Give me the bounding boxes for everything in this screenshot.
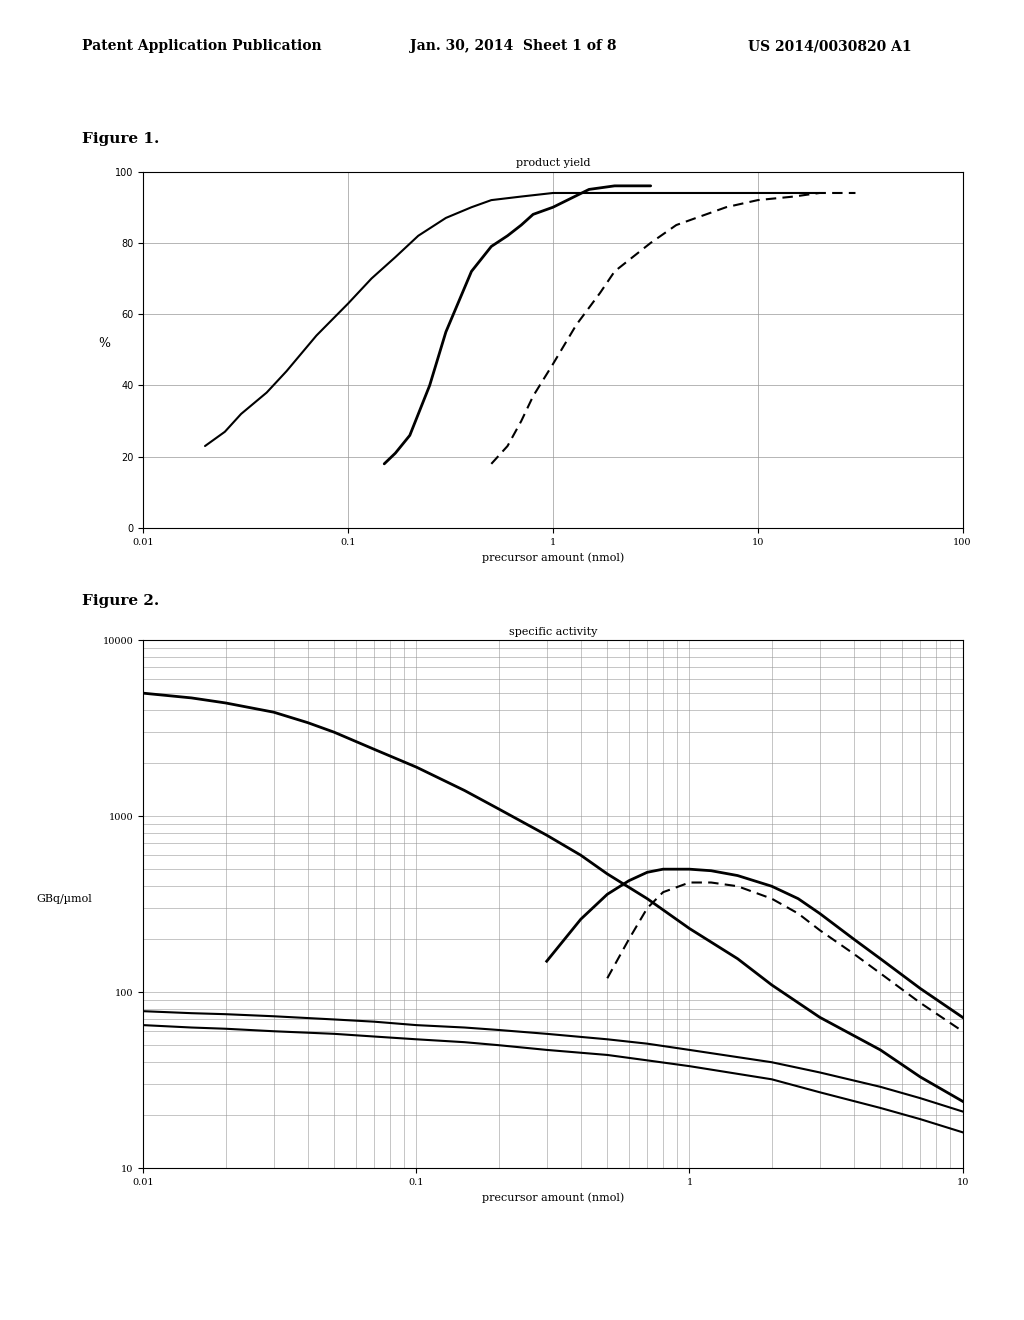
Text: US 2014/0030820 A1: US 2014/0030820 A1 bbox=[748, 40, 911, 53]
X-axis label: precursor amount (nmol): precursor amount (nmol) bbox=[482, 1192, 624, 1203]
Text: Patent Application Publication: Patent Application Publication bbox=[82, 40, 322, 53]
Title: product yield: product yield bbox=[516, 158, 590, 168]
X-axis label: precursor amount (nmol): precursor amount (nmol) bbox=[482, 552, 624, 562]
Y-axis label: GBq/µmol: GBq/µmol bbox=[36, 894, 92, 904]
Text: Figure 1.: Figure 1. bbox=[82, 132, 160, 145]
Y-axis label: %: % bbox=[98, 337, 111, 350]
Title: specific activity: specific activity bbox=[509, 627, 597, 636]
Text: Jan. 30, 2014  Sheet 1 of 8: Jan. 30, 2014 Sheet 1 of 8 bbox=[410, 40, 616, 53]
Text: Figure 2.: Figure 2. bbox=[82, 594, 159, 607]
